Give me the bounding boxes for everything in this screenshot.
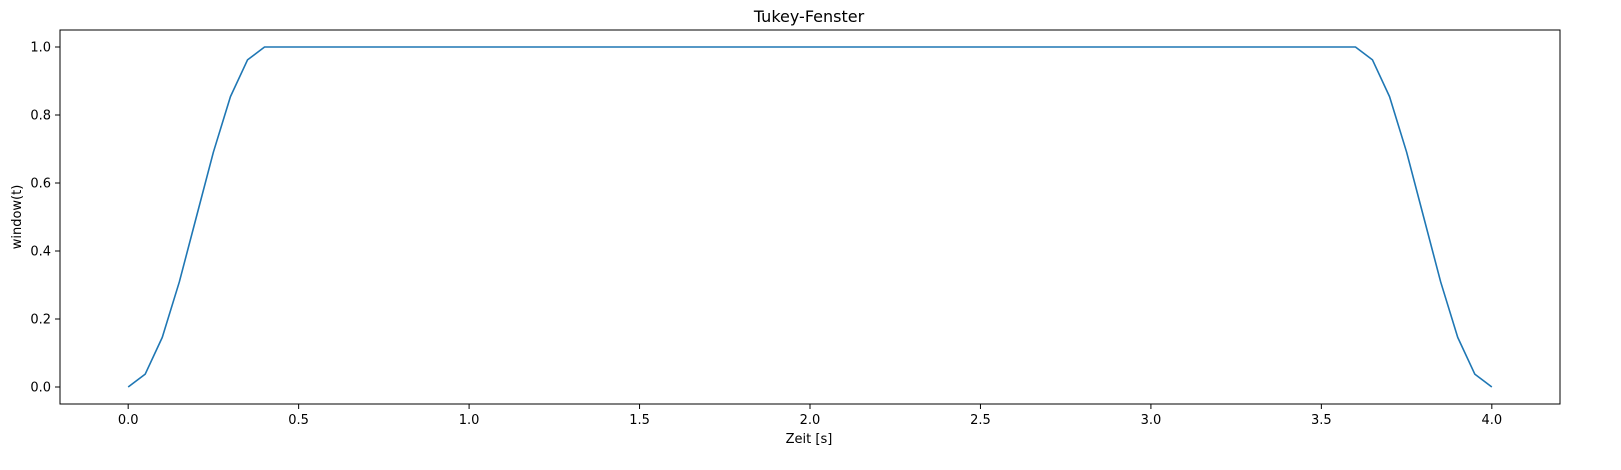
x-tick-label: 1.5 [629,413,650,428]
series-line [127,46,1493,388]
y-axis-label: window(t) [10,185,25,250]
chart-title: Tukey-Fenster [753,7,865,26]
y-tick-label: 0.2 [30,313,51,328]
x-tick-label: 3.5 [1311,413,1332,428]
x-tick-label: 4.0 [1481,413,1502,428]
y-tick-label: 0.6 [30,177,51,192]
axes-frame [59,29,1561,405]
y-tick-label: 1.0 [30,41,51,56]
x-tick-label: 1.0 [459,413,480,428]
y-tick-label: 0.4 [30,245,51,260]
x-axis: 0.0 0.5 1.0 1.5 2.0 2.5 3.0 3.5 4.0 [118,404,1502,428]
x-tick-label: 0.5 [288,413,309,428]
x-tick-label: 2.0 [800,413,821,428]
plot-area [127,46,1493,388]
x-tick-label: 2.5 [970,413,991,428]
x-tick-label: 3.0 [1141,413,1162,428]
y-tick-label: 0.8 [30,109,51,124]
x-axis-label: Zeit [s] [786,432,833,447]
x-tick-label: 0.0 [118,413,139,428]
y-tick-label: 0.0 [30,381,51,396]
y-axis: 0.0 0.2 0.4 0.6 0.8 1.0 [30,41,60,396]
